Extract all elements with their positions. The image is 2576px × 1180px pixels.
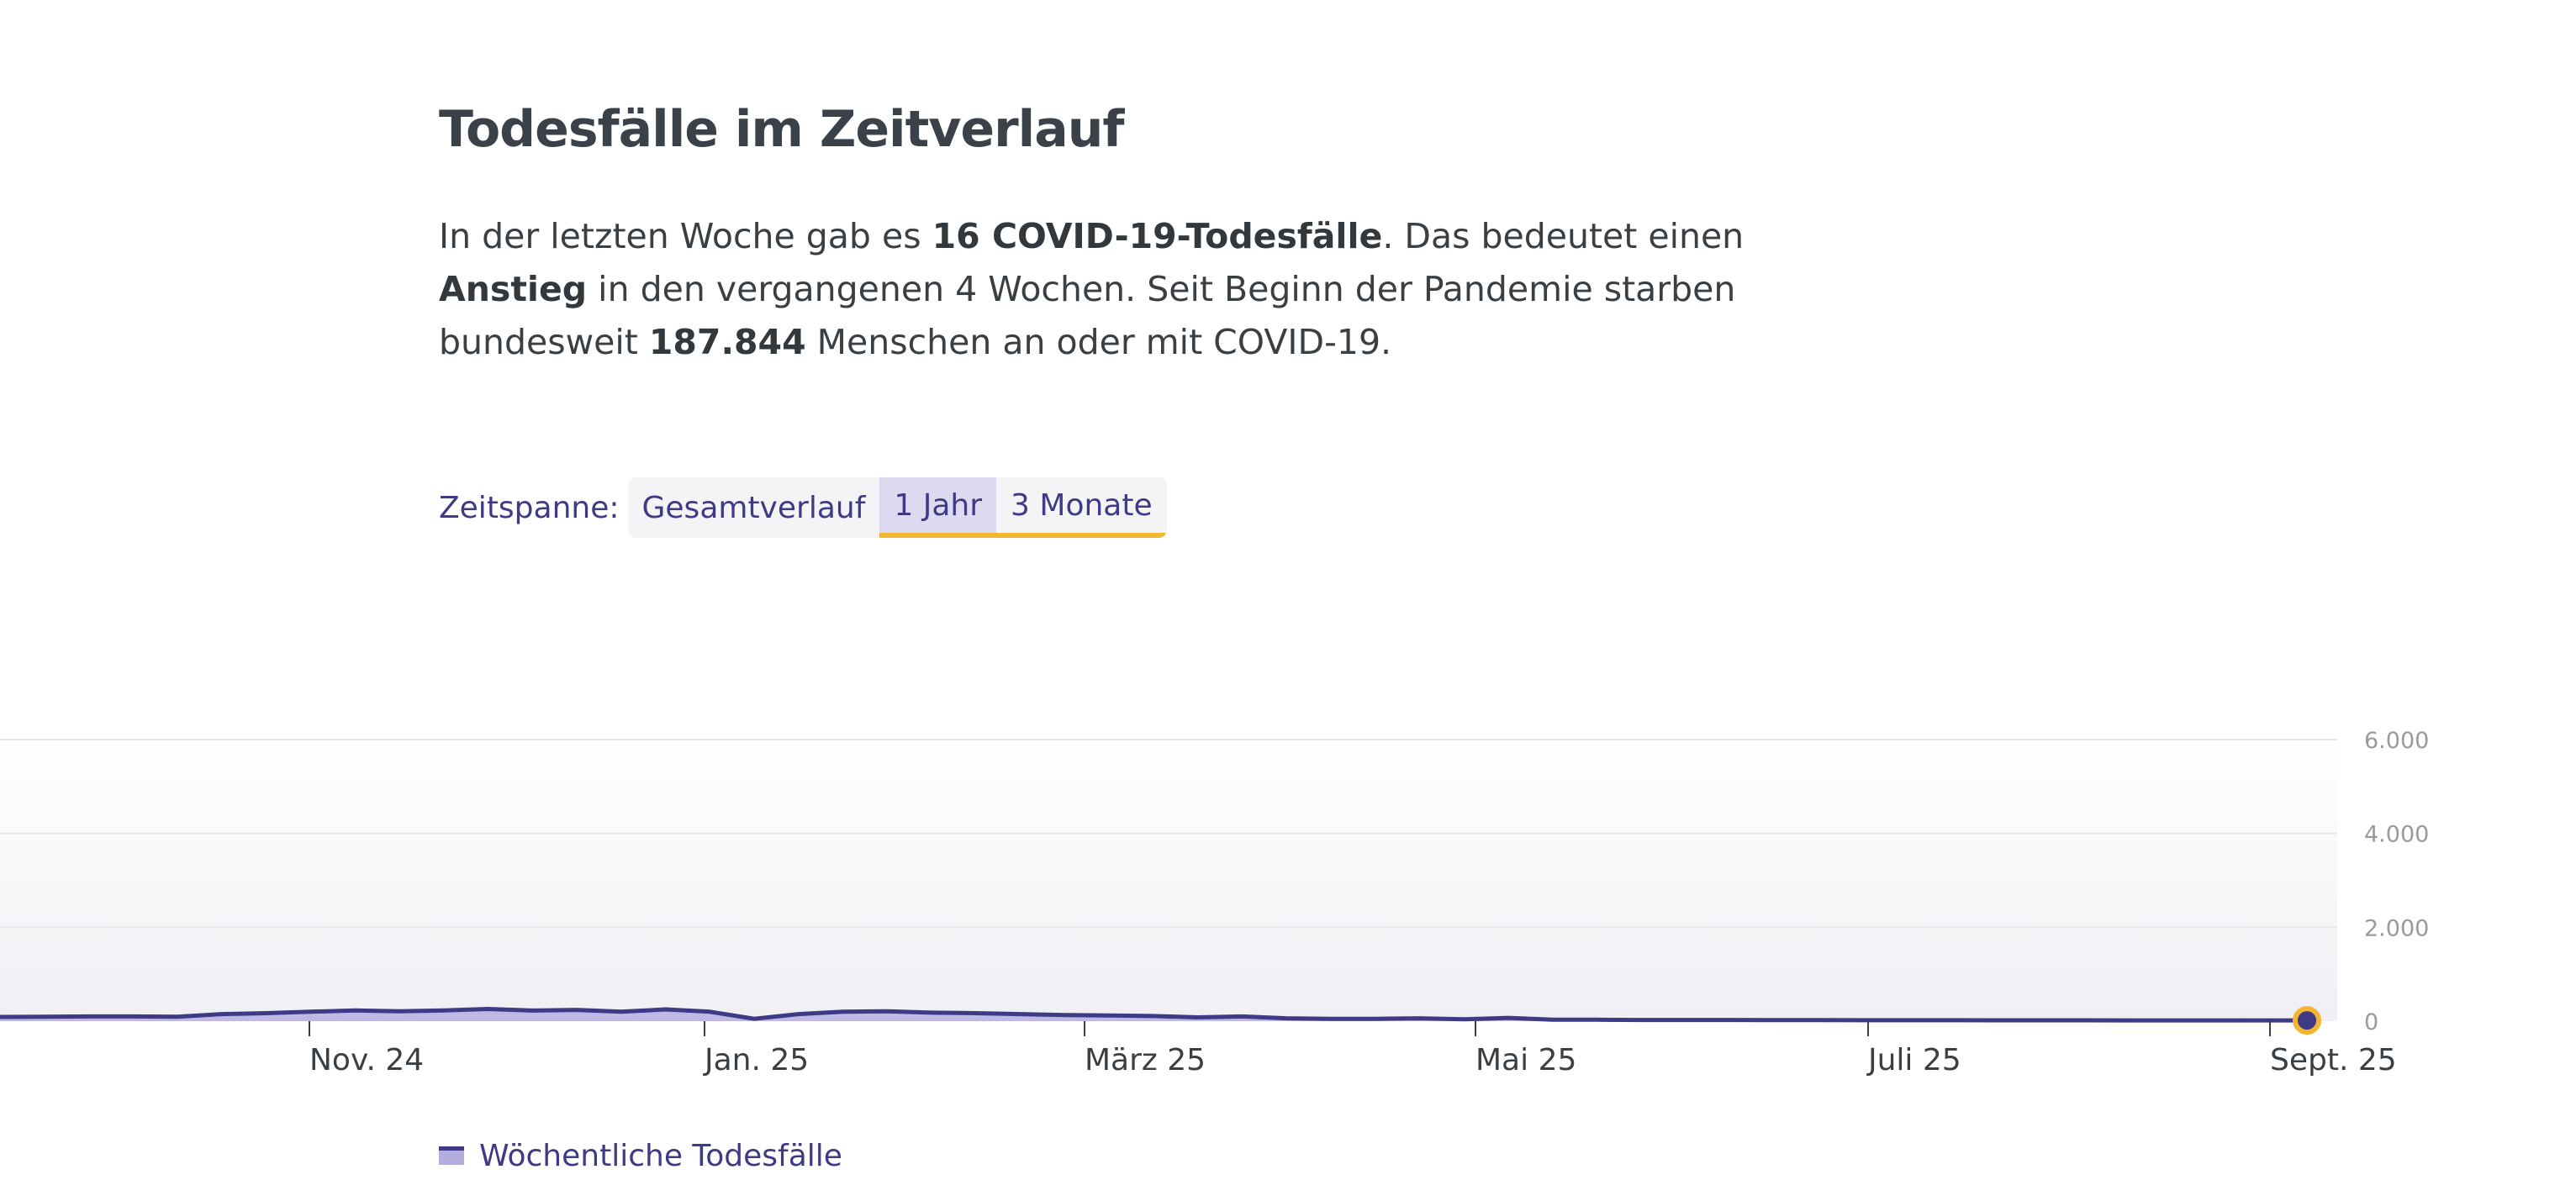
- time-range-selector: Zeitspanne: Gesamtverlauf 1 Jahr 3 Monat…: [439, 477, 1167, 538]
- summary-part-3: in den vergangenen 4 Wochen. Seit Beginn…: [439, 269, 1736, 362]
- series-area: [0, 1009, 2307, 1021]
- x-tick-label: März 25: [1085, 1043, 1206, 1076]
- x-tick-label: Jan. 25: [703, 1043, 809, 1076]
- summary-part-4: Menschen an oder mit COVID-19.: [805, 322, 1392, 362]
- legend-swatch: [439, 1146, 464, 1165]
- y-tick-label: 0: [2364, 1009, 2378, 1035]
- legend-label: Wöchentliche Todesfälle: [479, 1138, 842, 1173]
- range-option-total[interactable]: Gesamtverlauf: [628, 477, 880, 538]
- range-option-3-months[interactable]: 3 Monate: [996, 477, 1167, 538]
- summary-trend: Anstieg: [439, 269, 588, 309]
- summary-part-2: . Das bedeutet einen: [1382, 216, 1745, 256]
- y-tick-label: 6.000: [2364, 728, 2429, 754]
- y-tick-label: 2.000: [2364, 915, 2429, 941]
- x-tick-label: Nov. 24: [309, 1043, 424, 1076]
- time-range-tabs: Gesamtverlauf 1 Jahr 3 Monate: [627, 477, 1167, 538]
- summary-part-1: In der letzten Woche gab es: [439, 216, 932, 256]
- summary-weekly-deaths: 16 COVID-19-Todesfälle: [932, 216, 1383, 256]
- summary-text: In der letzten Woche gab es 16 COVID-19-…: [439, 210, 1784, 369]
- series-line: [0, 1007, 2307, 1023]
- latest-value-marker: [2293, 1006, 2321, 1035]
- x-tick-label: Sept. 25: [2270, 1043, 2397, 1076]
- range-option-1-year[interactable]: 1 Jahr: [879, 477, 997, 538]
- plot-background: [0, 740, 2337, 1021]
- y-tick-label: 4.000: [2364, 822, 2429, 848]
- time-range-label: Zeitspanne:: [439, 490, 620, 525]
- chart-legend: Wöchentliche Todesfälle: [439, 1135, 842, 1177]
- page-title: Todesfälle im Zeitverlauf: [439, 100, 1125, 159]
- summary-total-deaths: 187.844: [648, 322, 806, 362]
- x-tick-label: Mai 25: [1475, 1043, 1576, 1076]
- x-tick-label: Juli 25: [1866, 1043, 1961, 1076]
- weekly-deaths-chart: 0 2.000 4.000 6.000 Nov. 24 Jan. 25 März 25 Mai…: [0, 728, 2429, 1076]
